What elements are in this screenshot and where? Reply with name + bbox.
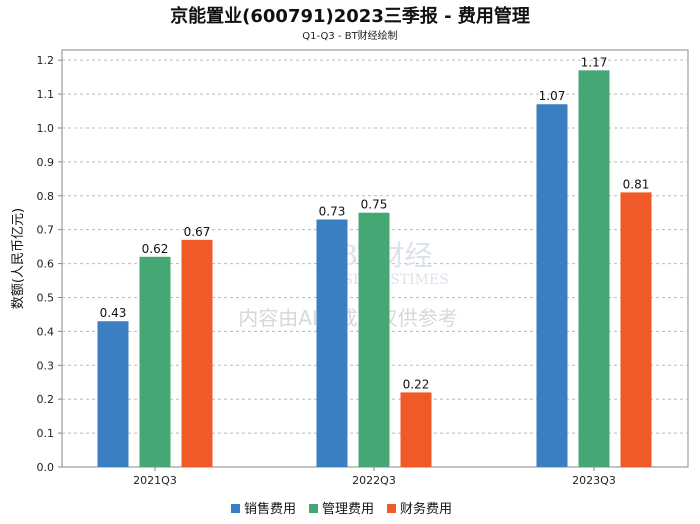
y-tick-label: 1.1 (37, 88, 55, 101)
y-tick-label: 0.4 (37, 325, 55, 338)
bar (139, 256, 171, 467)
legend-swatch (309, 504, 318, 513)
data-label: 0.43 (100, 306, 127, 320)
legend-label: 管理费用 (322, 502, 374, 517)
y-tick-label: 1.0 (37, 122, 55, 135)
data-label: 0.81 (623, 177, 650, 191)
watermark-notice: 内容由AI生成，仅供参考 (238, 306, 458, 330)
bar (97, 321, 129, 467)
bar (358, 212, 390, 467)
y-tick-label: 0.1 (37, 427, 55, 440)
legend-swatch (387, 504, 396, 513)
y-tick-label: 0.5 (37, 291, 55, 304)
bar (536, 104, 568, 468)
y-tick-label: 0.9 (37, 156, 55, 169)
y-tick-label: 0.8 (37, 190, 55, 203)
bar (578, 70, 610, 467)
y-tick-label: 0.2 (37, 393, 55, 406)
y-tick-label: 0.6 (37, 258, 55, 271)
x-tick-label: 2022Q3 (352, 474, 396, 487)
y-tick-label: 0.0 (37, 461, 55, 474)
data-label: 1.17 (581, 55, 608, 69)
legend-swatch (231, 504, 240, 513)
y-tick-label: 1.2 (37, 54, 55, 67)
y-tick-label: 0.7 (37, 224, 55, 237)
legend-label: 销售费用 (244, 501, 296, 517)
data-label: 1.07 (539, 89, 566, 103)
x-tick-label: 2023Q3 (572, 474, 616, 487)
data-label: 0.22 (403, 377, 430, 391)
bar (400, 392, 432, 467)
bar (181, 239, 213, 467)
y-axis-label: 数额(人民币亿元) (11, 208, 26, 309)
legend-label: 财务费用 (400, 501, 452, 517)
bar (316, 219, 348, 467)
bar (620, 192, 652, 467)
chart-title: 京能置业(600791)2023三季报 - 费用管理 (170, 6, 530, 27)
y-tick-label: 0.3 (37, 359, 55, 372)
chart-subtitle: Q1-Q3 - BT财经绘制 (302, 31, 398, 42)
data-label: 0.75 (361, 198, 388, 212)
data-label: 0.67 (184, 225, 211, 239)
x-tick-label: 2021Q3 (133, 474, 177, 487)
data-label: 0.73 (319, 205, 346, 219)
data-label: 0.62 (142, 242, 169, 256)
